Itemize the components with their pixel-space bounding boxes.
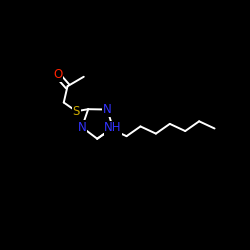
Text: N: N <box>78 121 86 134</box>
Text: S: S <box>72 105 80 118</box>
Text: O: O <box>53 68 62 82</box>
Text: N: N <box>103 103 112 116</box>
Text: NH: NH <box>104 121 122 134</box>
